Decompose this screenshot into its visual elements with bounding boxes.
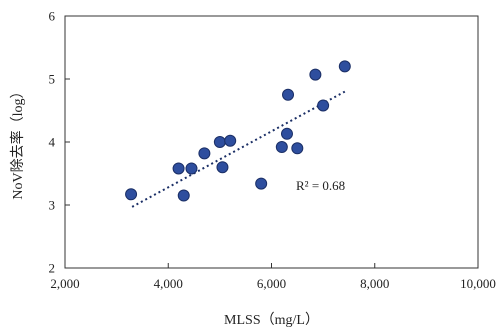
data-point — [224, 134, 237, 147]
r-squared-annotation: R² = 0.68 — [296, 178, 345, 193]
x-tick-label: 4,000 — [154, 276, 183, 291]
data-point — [282, 88, 295, 101]
data-point — [213, 136, 226, 148]
data-point — [125, 188, 138, 201]
data-point — [185, 162, 198, 175]
plot-frame — [64, 15, 479, 269]
data-point — [280, 127, 293, 140]
data-point — [177, 189, 190, 202]
y-tick-label: 3 — [49, 198, 56, 213]
trendline-layer — [131, 90, 346, 208]
y-tick-label: 6 — [49, 9, 56, 24]
data-point — [275, 141, 288, 154]
data-point — [198, 147, 211, 160]
x-tick-label: 10,000 — [460, 276, 496, 291]
x-tick-label: 6,000 — [257, 276, 286, 291]
data-points-layer — [125, 60, 351, 202]
data-point — [309, 68, 322, 81]
data-point — [255, 177, 268, 190]
y-tick-label: 4 — [49, 135, 56, 150]
trendline — [131, 90, 346, 208]
y-axis-title: NoV除去率（log） — [9, 84, 26, 199]
data-point — [317, 99, 330, 112]
data-point — [338, 60, 351, 73]
data-point — [291, 142, 304, 155]
x-tick-label: 2,000 — [50, 276, 79, 291]
x-tick-label: 8,000 — [360, 276, 389, 291]
data-point — [172, 162, 185, 175]
y-tick-label: 2 — [49, 261, 56, 276]
axes-layer: 2,000 4,000 6,000 8,000 10,000 2 3 4 5 6 — [49, 9, 496, 292]
labels-layer: R² = 0.68 MLSS（mg/L） NoV除去率（log） — [9, 84, 345, 328]
y-tick-label: 5 — [49, 72, 56, 87]
data-point — [216, 161, 229, 174]
x-axis-title: MLSS（mg/L） — [224, 312, 319, 328]
